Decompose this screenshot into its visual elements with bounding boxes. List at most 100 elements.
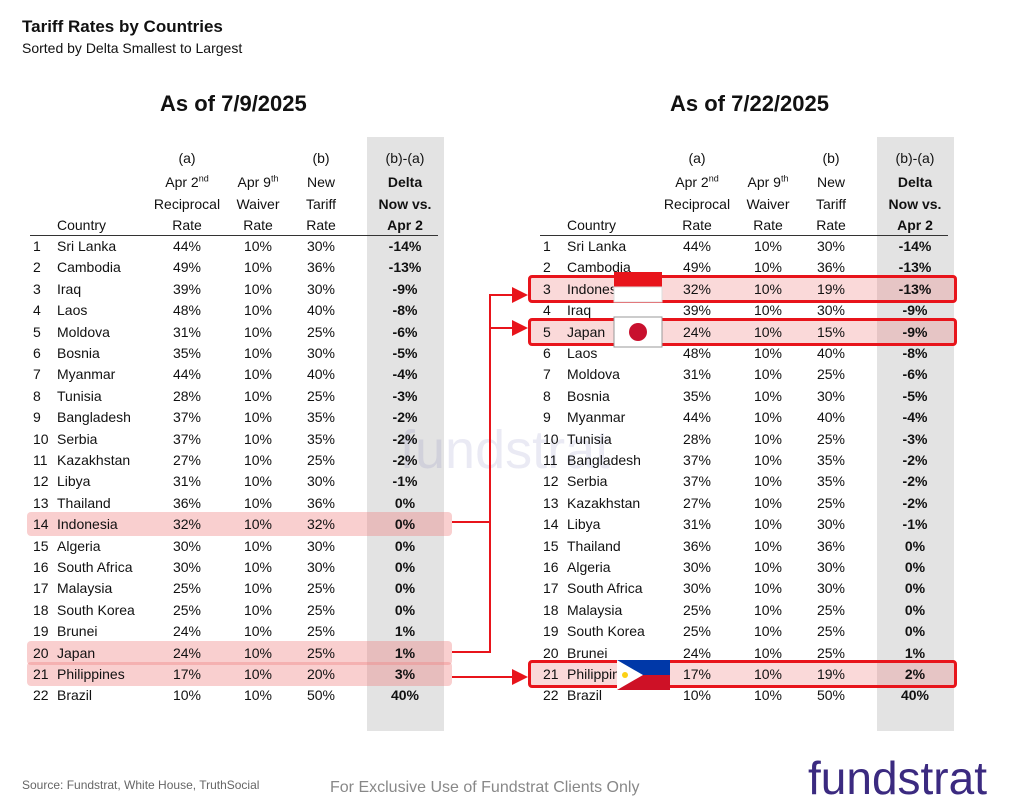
- delta: -3%: [392, 387, 418, 404]
- delta-band: [367, 137, 444, 731]
- rank: 16: [33, 559, 49, 575]
- rate: 39%: [172, 280, 202, 297]
- rate: 28%: [172, 387, 202, 404]
- country: Myanmar: [57, 366, 116, 383]
- rate: 10%: [753, 387, 783, 404]
- rank: 8: [543, 387, 551, 404]
- delta: -3%: [902, 430, 928, 447]
- delta: -13%: [898, 259, 932, 276]
- delta: 0%: [904, 559, 926, 575]
- rate: 10%: [753, 409, 783, 426]
- flag-philippines: [617, 660, 670, 690]
- column-header: New: [276, 173, 366, 191]
- rate: 10%: [243, 259, 273, 276]
- country: Brunei: [57, 623, 98, 640]
- rank: 15: [33, 537, 49, 554]
- delta: 0%: [394, 559, 416, 575]
- rate: 10%: [753, 473, 783, 490]
- rate: 31%: [682, 516, 712, 533]
- column-marker: (a): [688, 150, 706, 166]
- rate: 25%: [306, 580, 336, 597]
- rank: 2: [543, 259, 551, 276]
- rate: 30%: [172, 537, 202, 554]
- rate: 44%: [682, 409, 712, 426]
- rate: 10%: [243, 280, 273, 297]
- rate: 10%: [243, 516, 273, 533]
- rank: 12: [33, 473, 49, 490]
- rank: 3: [543, 280, 551, 297]
- column-header: Tariff: [786, 195, 876, 213]
- table-title: As of 7/9/2025: [160, 91, 307, 116]
- rank: 12: [543, 473, 559, 490]
- rate: 40%: [306, 366, 336, 383]
- delta: -9%: [902, 302, 928, 319]
- rate: 27%: [172, 452, 202, 468]
- delta: -6%: [902, 366, 928, 383]
- rate: 30%: [306, 280, 336, 297]
- column-header: Rate: [142, 216, 232, 234]
- rank: 9: [33, 409, 41, 426]
- rate: 25%: [172, 580, 202, 597]
- rate: 30%: [816, 580, 846, 597]
- rate: 40%: [816, 345, 846, 361]
- delta: -2%: [392, 452, 418, 468]
- rate: 44%: [172, 238, 202, 254]
- country: Iraq: [57, 280, 82, 297]
- header-text: Rate: [243, 217, 273, 233]
- delta: -4%: [902, 409, 928, 426]
- rate: 10%: [753, 687, 783, 704]
- rate: 10%: [243, 323, 273, 340]
- delta: -5%: [392, 345, 418, 361]
- rate: 10%: [243, 687, 273, 704]
- rate: 10%: [243, 302, 273, 319]
- rate: 10%: [243, 345, 273, 361]
- delta: 1%: [394, 644, 416, 661]
- rate: 25%: [816, 644, 846, 661]
- delta: -5%: [902, 387, 928, 404]
- country: Thailand: [567, 537, 621, 554]
- rate: 10%: [243, 644, 273, 661]
- rate: 10%: [243, 537, 273, 554]
- rank: 7: [33, 366, 41, 383]
- rate: 10%: [753, 494, 783, 511]
- rate: 32%: [306, 516, 336, 533]
- delta: 40%: [390, 687, 420, 704]
- rate: 25%: [816, 601, 846, 618]
- rate: 10%: [243, 623, 273, 640]
- header-rule: [30, 235, 438, 236]
- rank: 8: [33, 387, 41, 404]
- rate: 37%: [172, 409, 202, 426]
- country: Malaysia: [57, 580, 113, 597]
- country: South Korea: [57, 601, 135, 618]
- delta: 40%: [900, 687, 930, 704]
- rate: 30%: [172, 559, 202, 575]
- rate: 24%: [172, 623, 202, 640]
- country: Brazil: [567, 687, 603, 704]
- rank: 11: [33, 452, 48, 468]
- header-text: Delta: [387, 174, 423, 191]
- rank: 20: [543, 644, 559, 661]
- rate: 30%: [816, 559, 846, 575]
- header-text: Rate: [816, 217, 846, 233]
- column-header: Apr 9th: [213, 173, 303, 191]
- rate: 35%: [816, 473, 846, 490]
- country: Indonesia: [567, 280, 628, 297]
- rate: 17%: [172, 666, 202, 682]
- delta: -2%: [902, 494, 928, 511]
- rank: 13: [33, 494, 49, 511]
- column-header: Delta: [360, 173, 450, 191]
- rate: 37%: [172, 430, 202, 447]
- rate: 19%: [816, 666, 846, 682]
- source: Source: Fundstrat, White House, TruthSoc…: [22, 778, 260, 792]
- header-text: Rate: [682, 217, 712, 233]
- header-text: Tariff: [815, 195, 847, 212]
- rate: 25%: [682, 601, 712, 618]
- country: Indonesia: [57, 516, 118, 533]
- superscript: th: [780, 173, 789, 184]
- rate: 31%: [172, 473, 202, 490]
- delta: -14%: [388, 238, 422, 254]
- logo: fundstrat: [808, 752, 987, 804]
- delta: 3%: [394, 666, 416, 682]
- rate: 10%: [172, 687, 202, 704]
- column-header: Rate: [276, 216, 366, 234]
